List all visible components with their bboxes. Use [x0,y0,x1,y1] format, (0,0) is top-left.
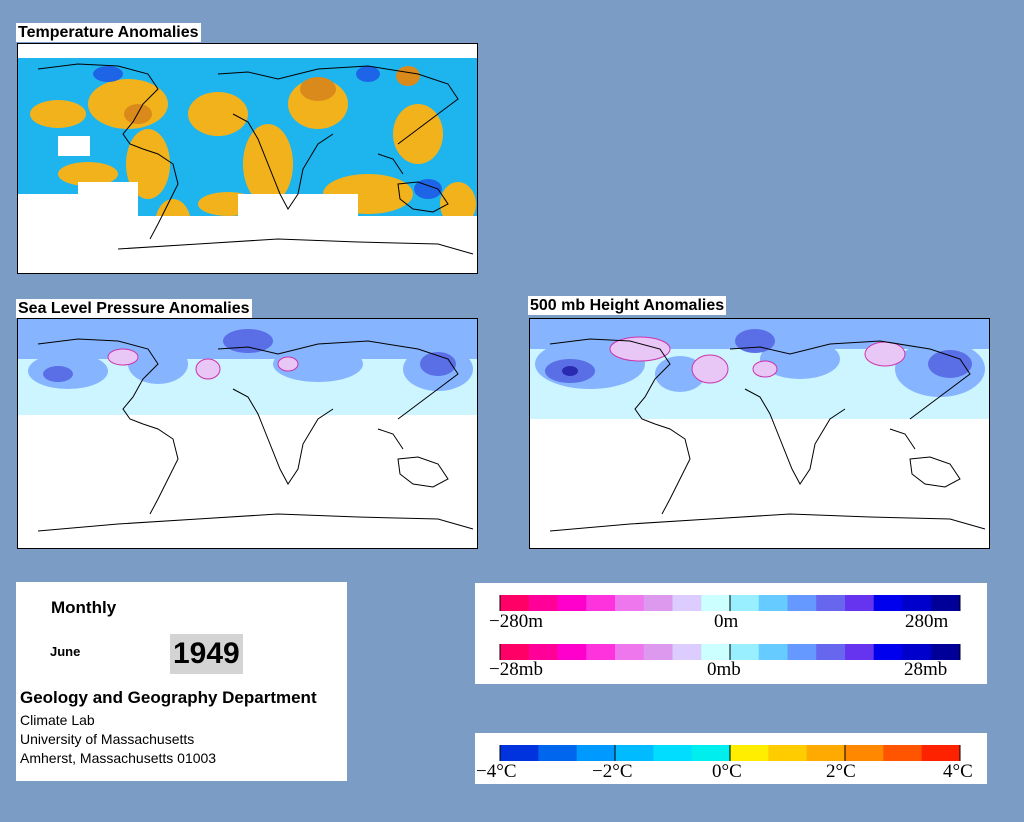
colorbar-swatch [528,595,558,611]
colorbar-swatch [586,644,616,660]
colorbar-swatch [845,745,884,761]
colorbar-swatch [500,595,530,611]
temp-label-m4: −4°C [476,761,517,782]
pressure-colorbar [499,644,961,660]
temp-label-0: 0°C [712,761,742,782]
temp-label-m2: −2°C [592,761,633,782]
temperature-anomaly-map [17,43,478,274]
colorbar-swatch [816,595,846,611]
height-min-label: −280m [489,611,543,632]
colorbar-swatch [528,644,558,660]
colorbar-swatch [768,745,808,761]
colorbar-swatch [758,595,788,611]
lab-name: Climate Lab [20,712,95,728]
temp-label-4: 4°C [943,761,973,782]
colorbar-swatch [586,595,616,611]
height-max-label: 280m [905,611,949,632]
colorbar-swatch [902,644,932,660]
colorbar-swatch [500,745,539,761]
colorbar-swatch [730,745,769,761]
colorbar-swatch [787,644,817,660]
colorbar-swatch [730,595,760,611]
colorbar-swatch [701,644,731,660]
pressure-mid-label: 0mb [707,659,741,680]
height-pressure-legend: −280m 0m 280m −28mb 0mb 28mb [475,583,987,684]
colorbar-swatch [873,644,903,660]
height-colorbar [499,595,961,611]
height500-map-title: 500 mb Height Anomalies [528,296,727,315]
colorbar-swatch [500,644,530,660]
colorbar-swatch [758,644,788,660]
colorbar-swatch [653,745,693,761]
height-mid-label: 0m [714,611,739,632]
temperature-colorbar [499,745,961,761]
colorbar-swatch [902,595,932,611]
colorbar-swatch [643,644,673,660]
temperature-map-title: Temperature Anomalies [16,23,201,42]
slp-map-title: Sea Level Pressure Anomalies [16,299,252,318]
university-name: University of Massachusetts [20,731,195,747]
colorbar-swatch [557,644,587,660]
colorbar-swatch [806,745,846,761]
colorbar-swatch [873,595,903,611]
address-line: Amherst, Massachusetts 01003 [20,750,217,766]
colorbar-swatch [557,595,587,611]
colorbar-swatch [643,595,673,611]
pressure-min-label: −28mb [489,659,543,680]
colorbar-swatch [931,595,961,611]
colorbar-swatch [615,644,645,660]
slp-anomaly-map [17,318,478,549]
colorbar-swatch [883,745,923,761]
colorbar-swatch [615,745,654,761]
year-display: 1949 [170,634,243,674]
colorbar-swatch [576,745,616,761]
colorbar-swatch [845,644,875,660]
colorbar-swatch [787,595,817,611]
colorbar-swatch [672,644,702,660]
colorbar-swatch [691,745,731,761]
colorbar-swatch [538,745,578,761]
colorbar-swatch [730,644,760,660]
period-label: Monthly [51,598,117,617]
height500-anomaly-map [529,318,990,549]
colorbar-swatch [845,595,875,611]
colorbar-swatch [701,595,731,611]
colorbar-swatch [816,644,846,660]
temperature-legend: −4°C −2°C 0°C 2°C 4°C [475,733,987,784]
colorbar-swatch [921,745,961,761]
info-panel: Monthly June 1949 Geology and Geography … [16,582,347,781]
temp-label-2: 2°C [826,761,856,782]
department-name: Geology and Geography Department [20,688,317,707]
pressure-max-label: 28mb [904,659,948,680]
colorbar-swatch [931,644,961,660]
colorbar-swatch [615,595,645,611]
month-label: June [50,644,81,659]
colorbar-swatch [672,595,702,611]
